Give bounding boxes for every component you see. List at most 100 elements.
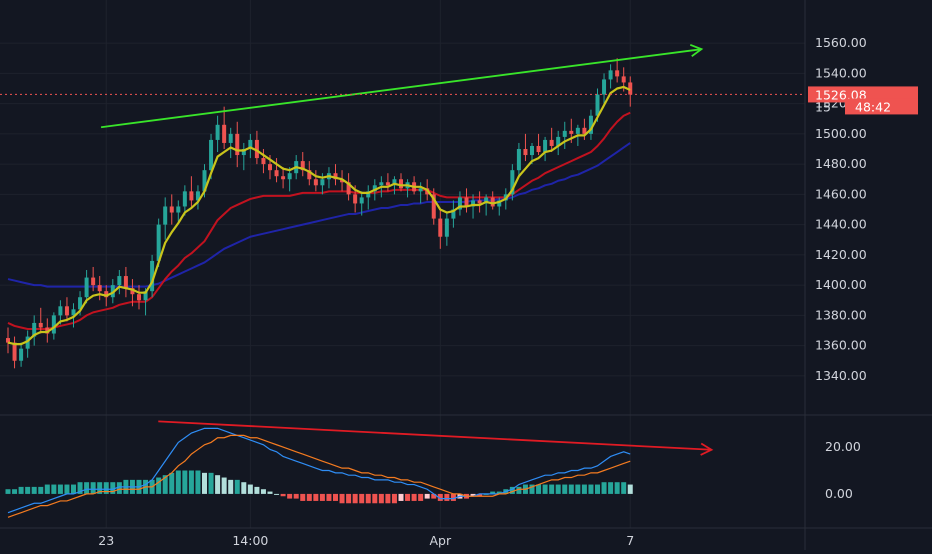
candle-body: [497, 200, 502, 207]
macd-histogram-bar: [418, 493, 424, 501]
macd-histogram-bar: [542, 484, 548, 494]
time-axis[interactable]: 23 14:00 Apr 7: [98, 533, 634, 548]
candle-body: [228, 133, 233, 143]
countdown-box: [845, 98, 918, 115]
macd-histogram-bar: [195, 470, 201, 494]
macd-histogram-bar: [280, 493, 286, 497]
candle-body: [195, 191, 200, 201]
price-trendline-layer: [100, 43, 704, 129]
macd-histogram-bar: [241, 482, 247, 494]
candle-body: [268, 164, 272, 171]
candles-layer: [6, 58, 633, 369]
candle-body: [156, 224, 161, 261]
candle-body: [588, 115, 593, 134]
candle-body: [215, 124, 220, 140]
candle-body: [340, 179, 345, 183]
ema-fast-layer: [7, 85, 631, 346]
price-tick-label: 1360.00: [815, 338, 867, 353]
price-axis[interactable]: 1560.001540.001520.001500.001480.001460.…: [815, 35, 867, 383]
candle-body: [287, 173, 292, 180]
macd-histogram-bar: [529, 484, 535, 494]
macd-tick-label: 20.00: [825, 439, 861, 454]
price-tick-label: 1380.00: [815, 307, 867, 322]
candle-body: [137, 294, 141, 301]
candle-body: [490, 197, 495, 207]
macd-histogram-bar: [588, 484, 594, 494]
macd-histogram-bar: [116, 482, 122, 494]
candle-body: [549, 139, 554, 146]
candle-body: [261, 158, 266, 165]
macd-histogram-bar: [496, 491, 502, 494]
macd-histogram-bar: [595, 484, 600, 494]
macd-axis[interactable]: 20.00 0.00: [825, 439, 861, 501]
candle-body: [123, 276, 128, 289]
macd-histogram-bar: [247, 484, 253, 494]
candle-body: [615, 70, 620, 77]
candle-body: [608, 70, 613, 80]
candle-body: [176, 206, 181, 213]
macd-histogram-bar: [627, 484, 633, 494]
candle-body: [45, 327, 50, 334]
candle-body: [143, 291, 148, 301]
candle-body: [222, 124, 227, 143]
candle-body: [379, 182, 384, 186]
price-tick-label: 1540.00: [815, 65, 867, 80]
macd-histogram-bar: [31, 486, 37, 494]
candle-body: [182, 191, 187, 207]
candle-body: [628, 82, 633, 95]
candle-body: [91, 277, 96, 286]
macd-histogram-bar: [509, 486, 515, 494]
macd-histogram-bar: [18, 486, 24, 494]
macd-histogram-bar: [516, 486, 522, 494]
time-tick-label: Apr: [429, 533, 451, 548]
macd-histogram-bar: [182, 470, 188, 494]
candle-body: [385, 182, 390, 186]
price-tick-label: 1400.00: [815, 277, 867, 292]
candle-body: [353, 194, 358, 204]
macd-histogram-bar: [431, 493, 437, 499]
candle-body: [438, 218, 443, 237]
macd-histogram-bar: [188, 470, 194, 494]
candle-body: [621, 76, 626, 83]
macd-histogram-bar: [64, 484, 70, 494]
candle-body: [281, 176, 286, 180]
macd-histogram-bar: [44, 484, 50, 494]
price-tick-label: 1500.00: [815, 126, 867, 141]
macd-histogram-bar: [385, 493, 391, 504]
macd-histogram-bar: [162, 475, 168, 494]
macd-histogram-bar: [608, 482, 614, 494]
macd-histogram-bar: [333, 493, 338, 501]
candle-body: [110, 285, 115, 298]
price-tick-label: 1420.00: [815, 247, 867, 262]
candle-body: [58, 306, 63, 316]
candle-body: [202, 170, 207, 192]
candle-body: [117, 276, 122, 286]
candle-body: [464, 197, 469, 207]
candle-body: [471, 200, 476, 207]
price-tick-label: 1480.00: [815, 156, 867, 171]
ema-fast-line: [7, 85, 631, 346]
price-tick-label: 1440.00: [815, 217, 867, 232]
candle-body: [595, 94, 600, 116]
macd-histogram-bar: [536, 484, 542, 494]
candle-body: [602, 79, 607, 95]
candle-body: [25, 336, 30, 349]
macd-histogram-bar: [470, 493, 476, 497]
macd-histogram-bar: [221, 477, 227, 494]
macd-histogram-bar: [25, 486, 31, 494]
signal-line: [7, 434, 631, 518]
macd-histogram-bar: [398, 493, 404, 501]
price-trendline-arrowhead: [689, 43, 704, 57]
candle-body: [248, 139, 253, 149]
candle-body: [536, 145, 541, 153]
macd-histogram-bar: [575, 484, 581, 494]
candle-body: [32, 322, 37, 337]
macd-histogram-bar: [319, 493, 325, 501]
candle-body: [300, 161, 305, 171]
macd-histogram-bar: [549, 484, 555, 494]
candle-body: [104, 291, 109, 298]
time-tick-label: 7: [626, 533, 634, 548]
